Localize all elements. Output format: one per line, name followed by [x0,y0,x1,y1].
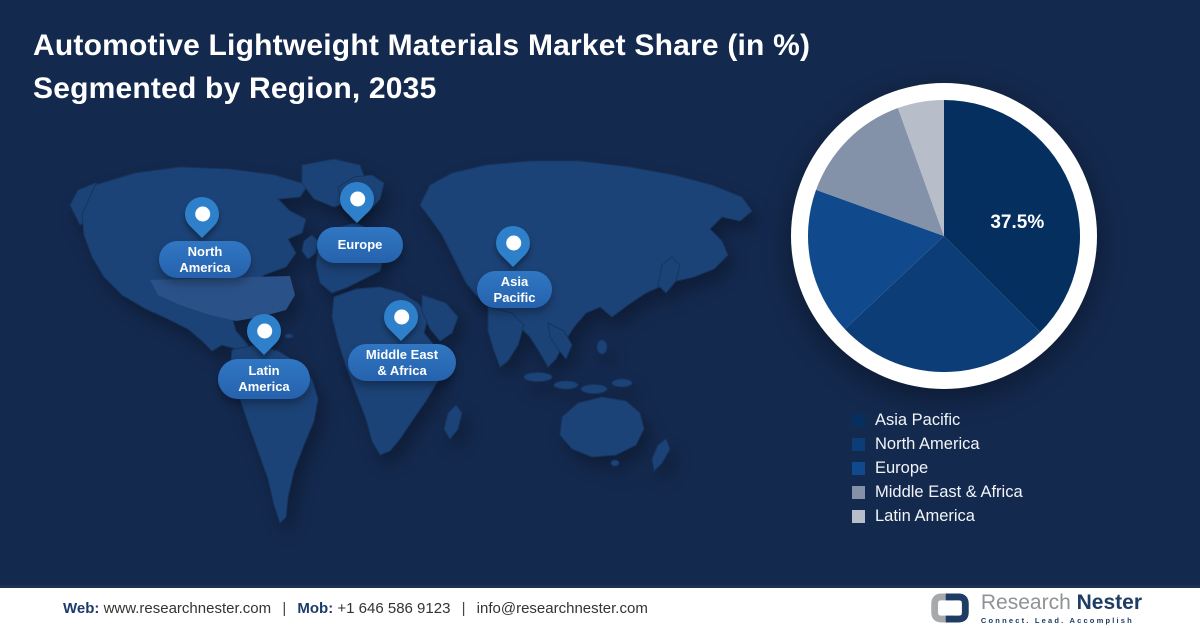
legend-item-europe: Europe [852,460,1023,477]
pie-slice-europe [807,189,944,330]
brand-tagline: Connect. Lead. Accomplish [980,615,1134,625]
legend-label: Latin America [875,507,975,525]
pie-slice-middle-east-africa [816,108,944,236]
legend-item-middle-east-africa: Middle East & Africa [852,484,1023,501]
website-url: www.researchnester.com [103,599,272,617]
legend-item-asia-pacific: Asia Pacific [852,412,1023,429]
indonesia [611,378,633,388]
southeast-asia [547,322,573,360]
philippines [596,339,608,355]
caribbean-islands [284,333,294,339]
web-label: Web: [63,599,100,617]
legend-label: Europe [875,459,929,477]
pie-value-label: 37.5% [990,212,1044,233]
legend-swatch [852,462,865,475]
map-label-europe: Europe [317,227,403,263]
india [487,306,525,368]
brand-name: Research Nester [981,592,1142,613]
madagascar [443,404,463,440]
separator: | [461,599,466,617]
indonesia [553,380,579,390]
email-address: info@researchnester.com [476,599,648,617]
separator: | [282,599,287,617]
pie-slice-asia-pacific [944,100,1081,333]
pie-slice-latin-america [897,100,944,236]
page-title: Automotive Lightweight Materials Market … [33,24,810,110]
indonesia [580,384,608,394]
pie-chart-svg: 37.5% [791,83,1097,389]
indonesia [523,372,553,382]
legend-swatch [852,438,865,451]
page-title-line2: Segmented by Region, 2035 [33,72,437,105]
new-zealand [651,438,671,473]
legend-label: Asia Pacific [875,411,961,429]
legend-label: North America [875,435,980,453]
map-label-latin-america: Latin America [218,359,310,399]
pie-legend: Asia Pacific North America Europe Middle Ea… [852,412,1023,532]
japan [657,256,681,294]
map-label-north-america: North America [159,241,251,278]
world-map-region [50,145,770,535]
legend-label: Middle East & Africa [875,483,1023,501]
pie-slice-north-america [844,236,1041,373]
usa-highlight [150,276,295,321]
mobile-number: +1 646 586 9123 [337,599,451,617]
research-nester-logo: Research Nester Connect. Lead. Accomplis… [927,590,1142,626]
united-kingdom [301,234,319,260]
page-title-line1: Automotive Lightweight Materials Market … [33,29,811,62]
legend-swatch [852,414,865,427]
contact-line: Web: www.researchnester.com | Mob: +1 64… [63,600,648,617]
legend-item-latin-america: Latin America [852,508,1023,525]
legend-swatch [852,486,865,499]
continent-asia [419,160,753,368]
brand-name-nester: Nester [1076,590,1142,614]
legend-swatch [852,510,865,523]
map-label-asia-pacific: Asia Pacific [477,271,552,308]
australia [559,396,645,458]
legend-item-north-america: North America [852,436,1023,453]
tasmania [610,459,620,467]
logo-text: Research Nester Connect. Lead. Accomplis… [981,592,1142,625]
mobile-label: Mob: [297,599,334,617]
world-map [69,158,753,524]
brand-name-research: Research [980,590,1071,614]
logo-chainlink-icon [931,593,969,623]
map-label-middle-east-africa: Middle East & Africa [348,344,456,381]
arabian-peninsula [421,294,459,342]
pie-chart: 37.5% [784,76,1104,396]
footer-bar: Web: www.researchnester.com | Mob: +1 64… [0,585,1200,628]
